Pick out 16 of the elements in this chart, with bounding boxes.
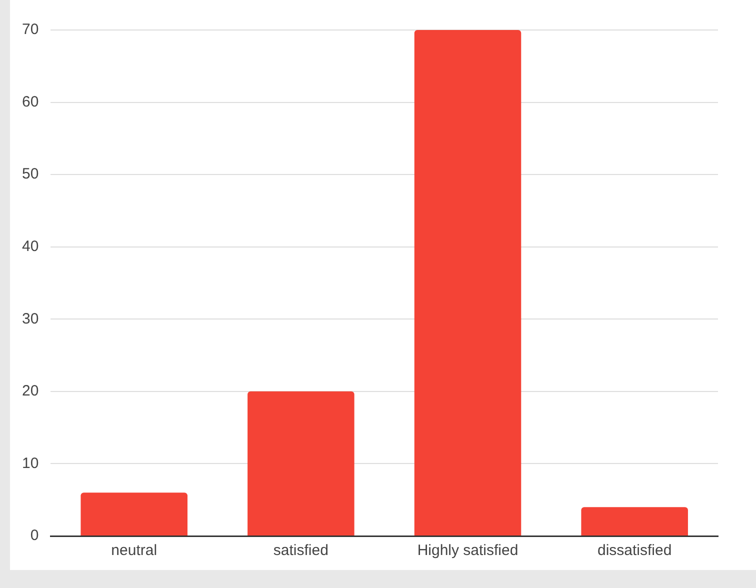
y-tick-label: 20 [22, 382, 39, 400]
y-tick-label: 40 [22, 238, 39, 255]
y-tick-label: 10 [22, 454, 39, 472]
x-tick-label: neutral [111, 542, 158, 560]
bar [414, 30, 522, 536]
x-tick-label: satisfied [273, 542, 328, 560]
y-tick-label: 0 [30, 527, 39, 544]
bar [248, 391, 354, 536]
x-tick-label: dissatisfied [597, 542, 672, 560]
bar [581, 507, 688, 536]
y-tick-label: 70 [22, 21, 39, 38]
y-tick-label: 60 [22, 93, 39, 110]
y-tick-label: 30 [22, 310, 39, 328]
y-tick-label: 50 [22, 166, 39, 183]
x-tick-label: Highly satisfied [417, 542, 518, 560]
bar [80, 492, 188, 536]
